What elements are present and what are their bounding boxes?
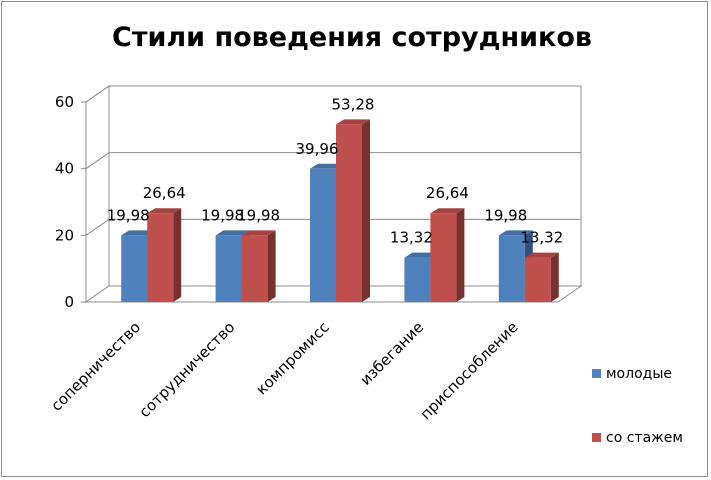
bar-top [147,208,182,214]
data-label: 26,64 [143,184,186,202]
x-tick-label: соперничество [47,318,144,415]
gridline [85,85,581,103]
legend-label: молодые [606,366,672,382]
data-label: 39,96 [296,140,339,158]
data-label: 13,32 [520,229,563,247]
data-label: 13,32 [390,229,433,247]
bar [336,119,370,303]
bars [121,119,559,303]
data-label: 19,98 [107,206,150,224]
bar-side [173,208,182,302]
side-wall [85,85,110,303]
legend-swatch [592,369,601,378]
bar-front [147,213,174,302]
legend: молодые со стажем [592,366,683,446]
gridlines [85,85,581,236]
bar-front [498,235,525,302]
data-label: 53,28 [332,95,375,113]
bar-front [215,235,242,302]
legend-item: молодые [592,366,672,382]
bar-side [550,252,559,302]
gridline [85,218,581,236]
legend-item: со стажем [592,430,683,446]
x-tick-label: избегание [356,318,427,389]
legend-swatch [592,433,601,442]
x-tick-label: приспособление [417,318,522,423]
bar-top [498,230,533,236]
bar-front [404,257,431,302]
bar-front [310,168,336,302]
bar-side [456,208,465,302]
data-label: 19,98 [201,206,244,224]
bar-top [310,163,344,169]
bar-front [430,213,457,302]
y-tick-label: 20 [55,226,74,244]
bar-front [241,235,268,302]
bar-top [241,230,276,236]
bar [524,252,559,302]
x-tick-label: сотрудничество [135,318,238,421]
bar-top [430,208,465,214]
x-tick-label: компромисс [252,318,332,398]
gridline [85,152,581,170]
bar-top [336,119,370,125]
bar-front [121,235,148,302]
bar [241,230,276,302]
data-labels: 19,9826,6419,9819,9839,9653,2813,3226,64… [107,95,564,246]
y-tick-label: 0 [64,293,74,311]
y-tick-label: 40 [55,160,74,178]
y-axis-ticks: 0 20 40 60 [55,93,86,311]
data-label: 19,98 [484,206,527,224]
data-label: 26,64 [426,184,469,202]
bar-front [336,124,362,303]
bar-front [524,257,551,302]
bar [430,208,465,302]
legend-label: со стажем [606,430,683,446]
bar-top [524,252,559,258]
bar-top [215,230,250,236]
bar-top [121,230,156,236]
bar [147,208,182,302]
bar-side [267,230,276,302]
bar-side [362,119,370,303]
bar-top [404,252,439,258]
chart-title: Стили поведения сотрудников [112,22,592,53]
y-tick-label: 60 [55,93,74,111]
data-label: 19,98 [237,206,280,224]
